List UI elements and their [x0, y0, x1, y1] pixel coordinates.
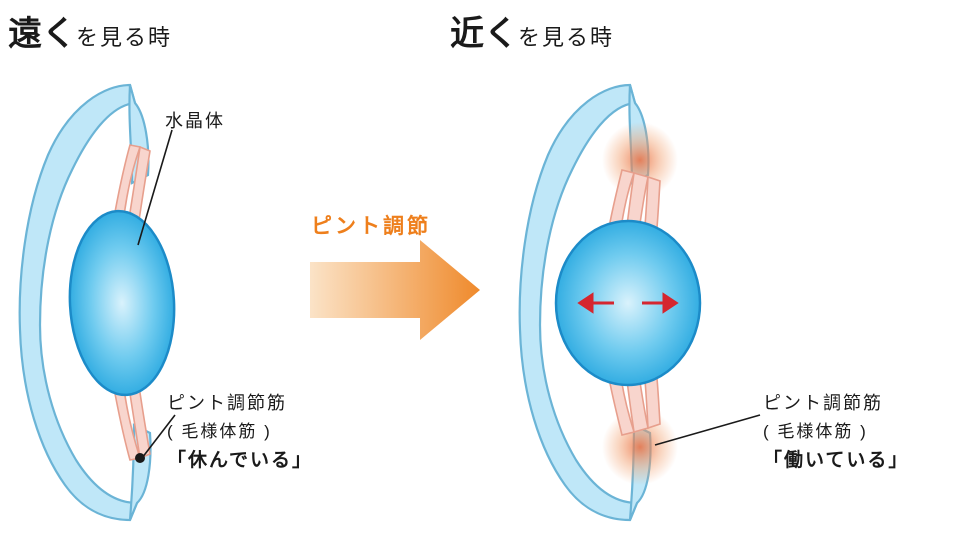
- left-ciliary-body-dot: [135, 453, 145, 463]
- right-eye-group: [520, 85, 760, 520]
- left-lens: [65, 208, 178, 397]
- center-arrow: [310, 240, 480, 340]
- left-eye-group: [20, 85, 179, 520]
- diagram-svg: [0, 0, 954, 540]
